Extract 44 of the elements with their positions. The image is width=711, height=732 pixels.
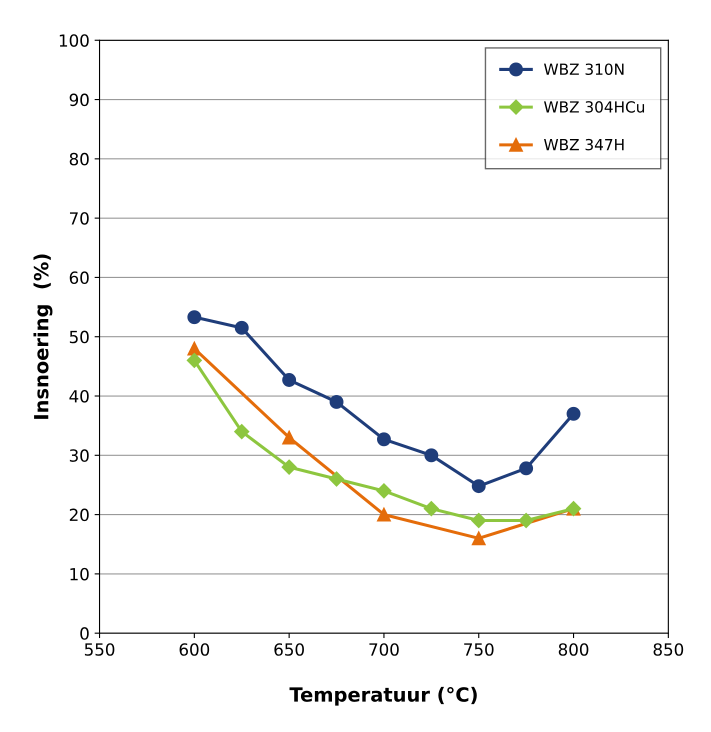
y-axis-title: Insnoering (%) — [33, 254, 52, 419]
x-tick-label: 600 — [180, 643, 210, 656]
x-tick-label: 850 — [654, 643, 684, 656]
point — [330, 394, 344, 409]
point — [187, 310, 202, 324]
point — [519, 461, 534, 476]
y-tick-label: 80 — [70, 152, 89, 166]
x-tick-label: 700 — [369, 643, 399, 656]
point — [282, 460, 297, 475]
point — [234, 320, 249, 335]
point — [186, 352, 202, 368]
y-tick-label: 90 — [70, 94, 89, 106]
legend-label: WBZ 347H — [544, 138, 624, 150]
y-tick-label: 20 — [70, 508, 89, 522]
y-tick-label: 10 — [70, 568, 89, 580]
y-tick-label: 30 — [70, 449, 89, 462]
point — [424, 448, 438, 462]
point — [234, 424, 250, 440]
x-tick-label: 550 — [84, 643, 114, 656]
y-tick-label: 100 — [60, 34, 89, 47]
point — [328, 471, 344, 487]
y-tick-label: 60 — [70, 271, 89, 284]
y-tick-label: 40 — [69, 390, 89, 403]
x-tick-label: 800 — [558, 643, 588, 656]
x-tick-label: 750 — [464, 643, 494, 656]
point — [376, 483, 392, 498]
x-tick-label: 650 — [274, 643, 304, 656]
point — [566, 406, 580, 421]
point — [518, 512, 534, 528]
y-tick-label: 50 — [70, 330, 89, 344]
point — [282, 430, 296, 444]
point — [471, 512, 486, 528]
legend-label: WBZ 304HCu — [544, 101, 644, 113]
point — [472, 479, 486, 494]
point — [376, 508, 391, 522]
x-axis-title: Temperatuur (°C) — [290, 686, 477, 706]
y-tick-label: 0 — [80, 627, 89, 640]
point — [376, 432, 391, 446]
legend-label: WBZ 310N — [544, 63, 624, 76]
point — [282, 373, 296, 387]
point — [187, 342, 202, 356]
y-tick-label: 70 — [70, 212, 89, 225]
point — [424, 501, 439, 516]
point — [472, 531, 486, 546]
